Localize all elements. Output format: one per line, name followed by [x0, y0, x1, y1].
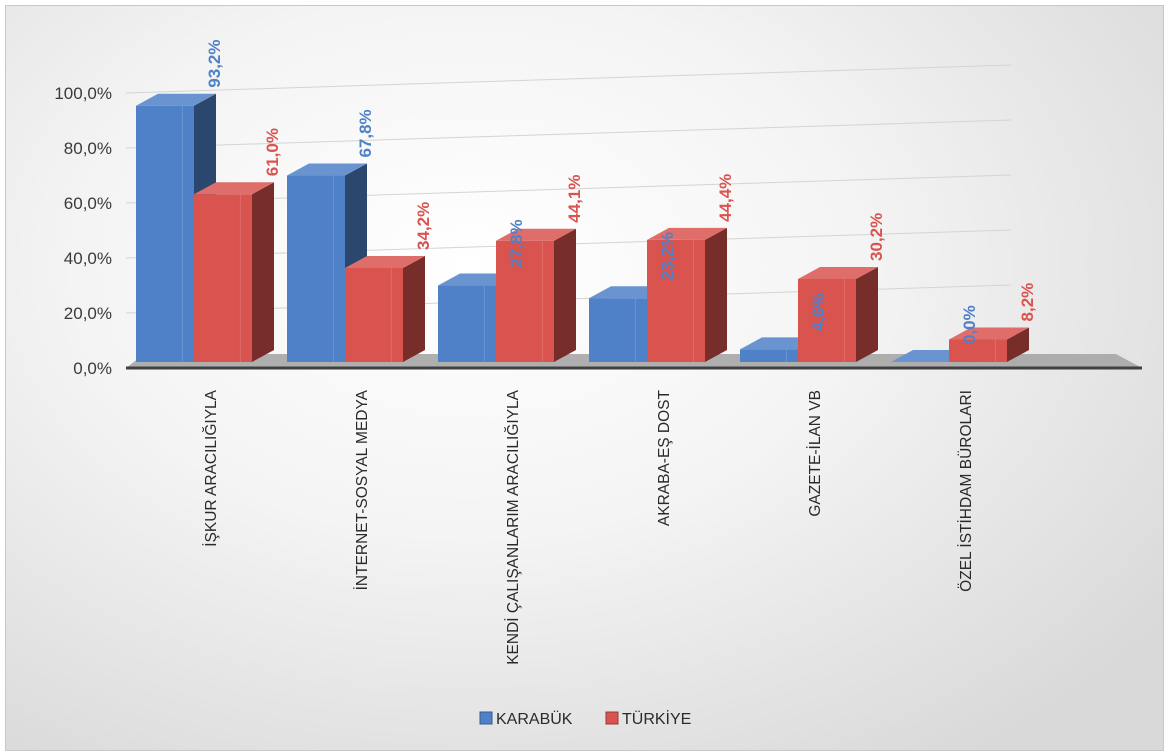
category-label: GAZETE-İLAN VB — [806, 390, 824, 517]
bar-front — [647, 239, 705, 362]
bar-top — [345, 255, 425, 268]
data-label: 0,0% — [960, 305, 979, 344]
category-label: KENDİ ÇALIŞANLARIM ARACILIĞIYLA — [504, 389, 522, 664]
y-tick-label: 60,0% — [64, 194, 112, 213]
bar-front — [798, 278, 856, 362]
data-label: 61,0% — [263, 128, 282, 176]
gridline — [125, 64, 1012, 94]
bar-side — [403, 255, 425, 362]
bar-top — [194, 182, 274, 195]
legend-label: KARABÜK — [496, 710, 573, 728]
legend: KARABÜK TÜRKİYE — [479, 709, 691, 728]
bar-top — [798, 266, 878, 279]
data-label: 44,4% — [716, 174, 735, 222]
data-label: 93,2% — [205, 39, 224, 87]
bar-top — [496, 228, 576, 241]
x-axis: İŞKUR ARACILIĞIYLA İNTERNET-SOSYAL MEDYA K… — [126, 366, 1142, 665]
category-label: İŞKUR ARACILIĞIYLA — [202, 389, 220, 546]
gridline — [125, 119, 1012, 149]
bar-front — [949, 339, 1007, 362]
bar-side — [705, 227, 727, 362]
data-label: 4,6% — [809, 293, 828, 332]
y-tick-label: 40,0% — [64, 249, 112, 268]
bar-side — [856, 266, 878, 362]
y-axis: 0,0% 20,0% 40,0% 60,0% 80,0% 100,0% — [54, 84, 112, 378]
category-label: ÖZEL İSTİHDAM BÜROLARI — [957, 390, 975, 592]
bar-front — [438, 285, 496, 362]
bars — [136, 93, 1029, 362]
y-tick-label: 0,0% — [73, 359, 112, 378]
bar-side — [252, 182, 274, 362]
bar-front — [136, 105, 194, 362]
bar-t-rki-ye-0 — [194, 182, 274, 362]
y-tick-label: 20,0% — [64, 304, 112, 323]
bar-t-rki-ye-3 — [647, 227, 727, 362]
data-label: 34,2% — [414, 202, 433, 250]
bar-top — [647, 227, 727, 240]
legend-swatch — [479, 711, 493, 725]
bar-front — [194, 194, 252, 362]
chart-svg: 93,2% 61,0% 67,8% 34,2% 27,8% 44,1% 23,2% 44,4%… — [54, 39, 1142, 728]
bar-front — [740, 349, 798, 362]
bar-top — [136, 93, 216, 106]
bar-front — [287, 175, 345, 362]
bar-t-rki-ye-4 — [798, 266, 878, 362]
chart-frame: 93,2% 61,0% 67,8% 34,2% 27,8% 44,1% 23,2% 44,4%… — [5, 5, 1164, 751]
legend-label: TÜRKİYE — [622, 709, 691, 728]
data-label: 27,8% — [507, 219, 526, 267]
y-tick-label: 100,0% — [54, 84, 112, 103]
bar-top — [287, 163, 367, 176]
bar-side — [1007, 327, 1029, 362]
data-labels: 93,2% 61,0% 67,8% 34,2% 27,8% 44,1% 23,2% 44,4%… — [205, 39, 1037, 344]
data-label: 67,8% — [356, 109, 375, 157]
bar-side — [554, 228, 576, 362]
bar-t-rki-ye-5 — [949, 327, 1029, 362]
bar-front — [345, 267, 403, 362]
bar-front — [496, 240, 554, 362]
bar-t-rki-ye-1 — [345, 255, 425, 362]
bar-top — [949, 327, 1029, 340]
data-label: 44,1% — [565, 175, 584, 223]
category-label: İNTERNET-SOSYAL MEDYA — [353, 389, 371, 590]
bar-t-rki-ye-2 — [496, 228, 576, 362]
data-label: 30,2% — [867, 213, 886, 261]
y-tick-label: 80,0% — [64, 139, 112, 158]
legend-swatch — [605, 711, 619, 725]
data-label: 23,2% — [658, 232, 677, 280]
bar-karab-k-0 — [136, 93, 216, 362]
bar-front — [589, 298, 647, 362]
category-label: AKRABA-EŞ DOST — [656, 389, 673, 526]
data-label: 8,2% — [1018, 283, 1037, 322]
